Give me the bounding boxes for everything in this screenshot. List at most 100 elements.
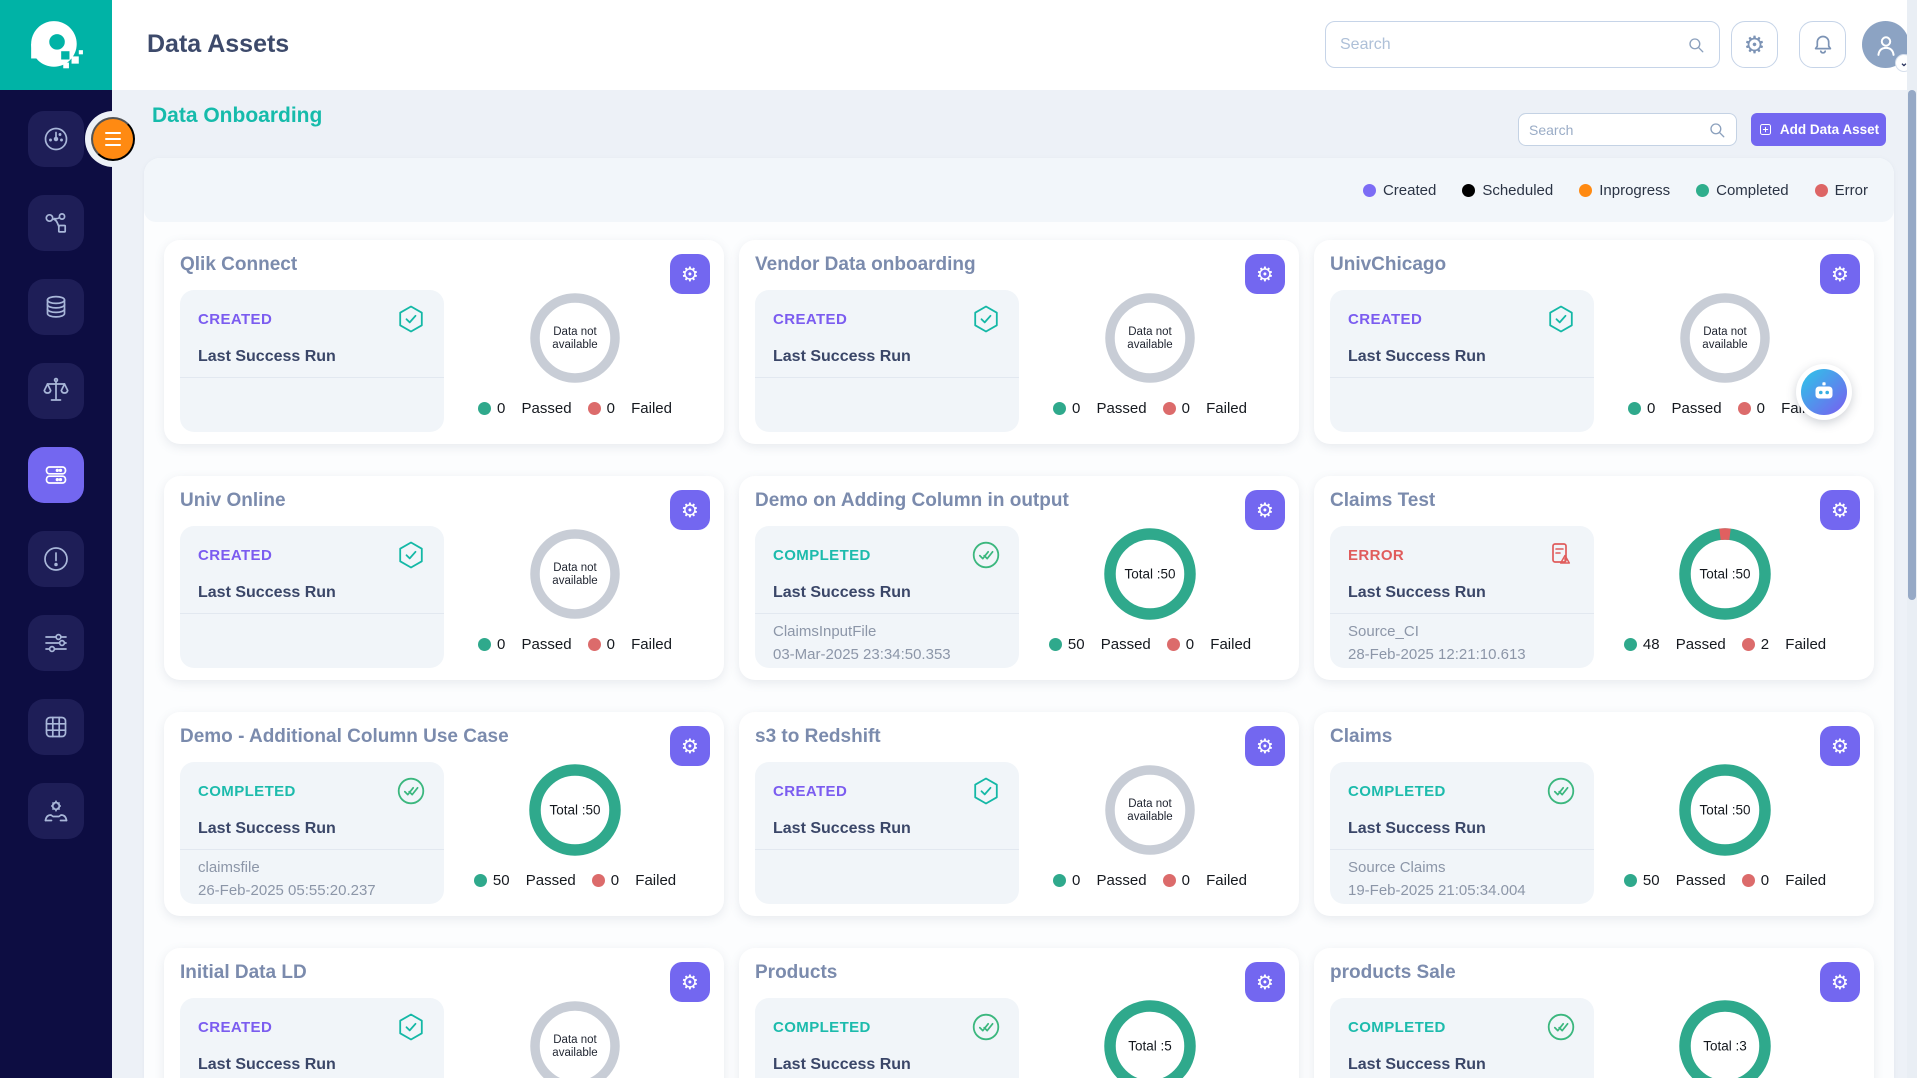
user-avatar[interactable]: ⌄	[1862, 21, 1909, 68]
card-status-panel: CREATED Last Success Run	[1330, 290, 1594, 432]
card-settings-button[interactable]: ⚙	[1245, 962, 1285, 1002]
sidebar-item-grid[interactable]	[28, 699, 84, 755]
sidebar-item-gauge[interactable]	[28, 111, 84, 167]
sidebar-item-server-stack[interactable]	[28, 447, 84, 503]
card-title: products Sale	[1330, 962, 1770, 984]
card-title: Univ Online	[180, 490, 620, 512]
data-asset-card[interactable]: UnivChicago ⚙ CREATED Last Success Run D…	[1314, 240, 1874, 444]
status-legend: Created Scheduled Inprogress Completed E…	[144, 158, 1894, 222]
failed-count: 0	[607, 400, 615, 417]
last-success-label: Last Success Run	[1330, 584, 1594, 614]
donut-chart: Total :5	[1100, 996, 1200, 1078]
svg-text:available: available	[1702, 339, 1747, 351]
add-button-label: Add Data Asset	[1780, 122, 1879, 137]
passed-label: Passed	[1676, 872, 1726, 889]
sidebar-item-scale[interactable]	[28, 363, 84, 419]
card-settings-button[interactable]: ⚙	[1245, 490, 1285, 530]
card-status-panel: COMPLETED Last Success Run claimsfile 26…	[180, 762, 444, 904]
card-settings-button[interactable]: ⚙	[670, 490, 710, 530]
card-title: Vendor Data onboarding	[755, 254, 1195, 276]
data-asset-card[interactable]: Qlik Connect ⚙ CREATED Last Success Run …	[164, 240, 724, 444]
collapse-menu-button[interactable]	[91, 117, 135, 161]
card-title: Claims	[1330, 726, 1770, 748]
add-data-asset-button[interactable]: Add Data Asset	[1751, 113, 1886, 146]
svg-text:Data not: Data not	[1128, 326, 1172, 338]
last-success-label: Last Success Run	[180, 584, 444, 614]
settings-button[interactable]: ⚙	[1731, 21, 1778, 68]
card-settings-button[interactable]: ⚙	[670, 962, 710, 1002]
card-settings-button[interactable]: ⚙	[670, 254, 710, 294]
global-search[interactable]	[1325, 21, 1720, 68]
gear-icon: ⚙	[1256, 736, 1274, 756]
sidebar-item-support[interactable]	[28, 783, 84, 839]
failed-dot	[1167, 638, 1180, 651]
sidebar-item-sliders[interactable]	[28, 615, 84, 671]
failed-dot	[1163, 402, 1176, 415]
assets-panel: Created Scheduled Inprogress Completed E…	[144, 158, 1894, 1078]
card-status-panel: CREATED Last Success Run	[180, 290, 444, 432]
legend-dot	[1815, 184, 1828, 197]
card-settings-button[interactable]: ⚙	[1245, 726, 1285, 766]
svg-text:available: available	[1127, 811, 1172, 823]
card-status-panel: ERROR Last Success Run Source_CI 28-Feb-…	[1330, 526, 1594, 668]
scrollbar-track[interactable]	[1907, 0, 1917, 1078]
pass-fail-stats: 0 Passed 0 Failed	[430, 400, 720, 417]
svg-text:Data not: Data not	[1128, 798, 1172, 810]
card-settings-button[interactable]: ⚙	[1820, 254, 1860, 294]
data-asset-card[interactable]: Univ Online ⚙ CREATED Last Success Run D…	[164, 476, 724, 680]
chatbot-button[interactable]	[1796, 364, 1852, 420]
data-asset-card[interactable]: Products ⚙ COMPLETED Last Success Run Pr…	[739, 948, 1299, 1078]
card-title: s3 to Redshift	[755, 726, 1195, 748]
card-title: Products	[755, 962, 1195, 984]
app-logo[interactable]	[0, 0, 112, 90]
pass-fail-stats: 0 Passed 0 Failed	[1005, 400, 1295, 417]
main-content: Data Onboarding Add Data Asset Created S…	[112, 90, 1917, 1078]
hamburger-icon	[105, 132, 121, 135]
data-asset-card[interactable]: Initial Data LD ⚙ CREATED Last Success R…	[164, 948, 724, 1078]
scale-icon	[41, 376, 71, 406]
global-search-input[interactable]	[1340, 36, 1687, 54]
data-asset-card[interactable]: Demo on Adding Column in output ⚙ COMPLE…	[739, 476, 1299, 680]
failed-dot	[1742, 874, 1755, 887]
gear-icon: ⚙	[681, 736, 699, 756]
passed-label: Passed	[1672, 400, 1722, 417]
card-settings-button[interactable]: ⚙	[1820, 490, 1860, 530]
circle-double-check-icon	[396, 776, 426, 806]
data-asset-card[interactable]: Claims Test ⚙ ERROR Last Success Run Sou…	[1314, 476, 1874, 680]
notifications-button[interactable]	[1799, 21, 1846, 68]
data-asset-card[interactable]: Demo - Additional Column Use Case ⚙ COMP…	[164, 712, 724, 916]
pass-fail-stats: 50 Passed 0 Failed	[1005, 636, 1295, 653]
scrollbar-thumb[interactable]	[1908, 90, 1916, 600]
legend-label: Created	[1383, 182, 1436, 199]
card-settings-button[interactable]: ⚙	[1245, 254, 1285, 294]
card-settings-button[interactable]: ⚙	[1820, 962, 1860, 1002]
card-status-panel: COMPLETED Last Success Run Source Claims…	[1330, 762, 1594, 904]
gear-icon: ⚙	[1831, 972, 1849, 992]
passed-dot	[1628, 402, 1641, 415]
data-asset-card[interactable]: s3 to Redshift ⚙ CREATED Last Success Ru…	[739, 712, 1299, 916]
donut-chart: Data notavailable	[525, 996, 625, 1078]
data-asset-card[interactable]: Claims ⚙ COMPLETED Last Success Run Sour…	[1314, 712, 1874, 916]
asset-search[interactable]	[1518, 113, 1737, 146]
card-settings-button[interactable]: ⚙	[1820, 726, 1860, 766]
legend-label: Inprogress	[1599, 182, 1670, 199]
failed-dot	[1738, 402, 1751, 415]
sidebar-item-alert[interactable]	[28, 531, 84, 587]
asset-search-input[interactable]	[1529, 122, 1708, 138]
data-asset-card[interactable]: Vendor Data onboarding ⚙ CREATED Last Su…	[739, 240, 1299, 444]
workflow-icon	[41, 208, 71, 238]
svg-text:Total :5: Total :5	[1128, 1039, 1172, 1054]
failed-label: Failed	[631, 636, 672, 653]
source-name: claimsfile	[198, 859, 426, 876]
circle-double-check-icon	[971, 1012, 1001, 1042]
sidebar-item-workflow[interactable]	[28, 195, 84, 251]
data-asset-card[interactable]: products Sale ⚙ COMPLETED Last Success R…	[1314, 948, 1874, 1078]
svg-text:Data not: Data not	[553, 1034, 597, 1046]
last-success-label: Last Success Run	[180, 1056, 444, 1078]
failed-dot	[592, 874, 605, 887]
sidebar-item-database[interactable]	[28, 279, 84, 335]
gear-icon: ⚙	[681, 264, 699, 284]
card-settings-button[interactable]: ⚙	[670, 726, 710, 766]
donut-chart: Data notavailable	[525, 524, 625, 624]
legend-item: Completed	[1696, 182, 1789, 199]
